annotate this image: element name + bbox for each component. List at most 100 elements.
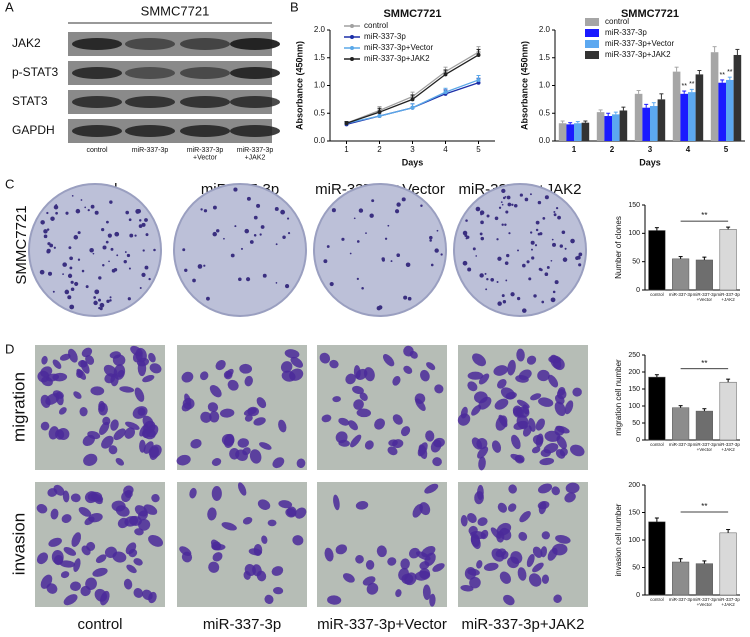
y-tick-label: 100 — [628, 403, 640, 410]
colony — [394, 209, 400, 214]
colony — [349, 252, 352, 255]
stained-cell — [422, 584, 431, 601]
colony — [475, 255, 478, 257]
stained-cell — [110, 419, 119, 431]
point — [476, 77, 481, 82]
colony — [197, 264, 203, 269]
stained-cell — [221, 522, 237, 531]
stained-cell — [95, 554, 107, 564]
colony — [550, 297, 556, 303]
colony — [329, 281, 334, 287]
colony — [94, 210, 99, 215]
stained-cell — [212, 552, 223, 562]
stained-cell — [564, 400, 574, 415]
bar — [566, 124, 574, 141]
colony — [98, 276, 102, 280]
chart-title: SMMC7721 — [383, 8, 441, 20]
stained-cell — [395, 589, 402, 598]
stained-cell — [483, 562, 499, 571]
legend-label: miR-337-3p+JAK2 — [364, 54, 430, 63]
colony — [546, 265, 550, 269]
stained-cell — [532, 546, 543, 558]
colony — [116, 254, 119, 257]
colony — [240, 247, 243, 250]
bar — [695, 259, 713, 291]
y-axis-label: Number of clones — [614, 216, 623, 279]
colony — [53, 204, 59, 210]
colony — [326, 245, 330, 248]
colony — [203, 209, 208, 213]
colony — [480, 236, 485, 241]
stained-cell — [342, 573, 355, 583]
colony — [47, 242, 51, 246]
stained-cell — [362, 576, 376, 586]
stained-cell — [99, 421, 110, 435]
colony — [80, 199, 83, 201]
x-tick-label: control — [650, 597, 664, 602]
colony — [109, 200, 113, 204]
bar — [612, 114, 620, 141]
blot-band — [180, 67, 230, 79]
colony — [519, 193, 523, 197]
bar — [695, 410, 713, 441]
blot-band — [125, 125, 175, 137]
colony — [465, 219, 468, 222]
colony — [46, 228, 50, 231]
stained-cell — [505, 391, 517, 400]
colony — [246, 196, 251, 201]
stained-cell — [324, 547, 334, 562]
y-tick-label: 0.0 — [314, 136, 326, 145]
colony — [233, 187, 238, 192]
bar — [719, 229, 737, 291]
bar — [650, 106, 658, 141]
colony — [110, 247, 114, 251]
legend-marker — [350, 24, 354, 28]
colony — [70, 280, 74, 284]
colony — [253, 234, 257, 237]
colony — [323, 259, 328, 264]
colony — [98, 298, 102, 302]
stained-cell — [382, 354, 395, 367]
stained-cell — [76, 368, 87, 380]
stained-cell — [518, 531, 528, 541]
stained-cell — [531, 446, 541, 454]
colony — [534, 244, 538, 247]
stained-cell — [286, 506, 297, 517]
colony — [262, 273, 267, 278]
stained-cell — [242, 516, 253, 525]
column-label: control — [77, 616, 122, 633]
y-axis-label: Absorbance (450nm) — [519, 41, 529, 130]
blot-band — [125, 96, 175, 108]
chart-title: SMMC7721 — [621, 8, 679, 20]
x-tick-label: control — [650, 442, 664, 447]
stained-cell — [526, 355, 537, 365]
stained-cell — [329, 359, 339, 369]
colony — [275, 282, 278, 284]
bar — [581, 122, 590, 141]
colony — [89, 247, 94, 253]
stained-cell — [98, 402, 108, 416]
colony — [513, 203, 518, 208]
point — [377, 114, 382, 119]
colony — [390, 260, 393, 262]
bar — [672, 258, 690, 291]
stained-cell — [134, 528, 144, 536]
colony — [554, 280, 559, 285]
stained-cell — [148, 534, 164, 547]
colony — [559, 244, 563, 248]
stained-cell — [59, 560, 76, 568]
colony — [485, 288, 488, 291]
stained-cell — [376, 545, 387, 558]
colony — [465, 237, 468, 240]
column-label: miR-337-3p — [203, 616, 281, 633]
stained-cell — [474, 491, 484, 505]
colony — [280, 209, 286, 215]
stained-cell — [142, 589, 153, 601]
colony — [501, 294, 505, 298]
colony — [69, 256, 73, 261]
stained-cell — [70, 493, 81, 503]
stained-cell — [40, 421, 50, 431]
stained-cell — [460, 585, 474, 592]
stained-cell — [90, 386, 105, 396]
stained-cell — [359, 392, 368, 401]
